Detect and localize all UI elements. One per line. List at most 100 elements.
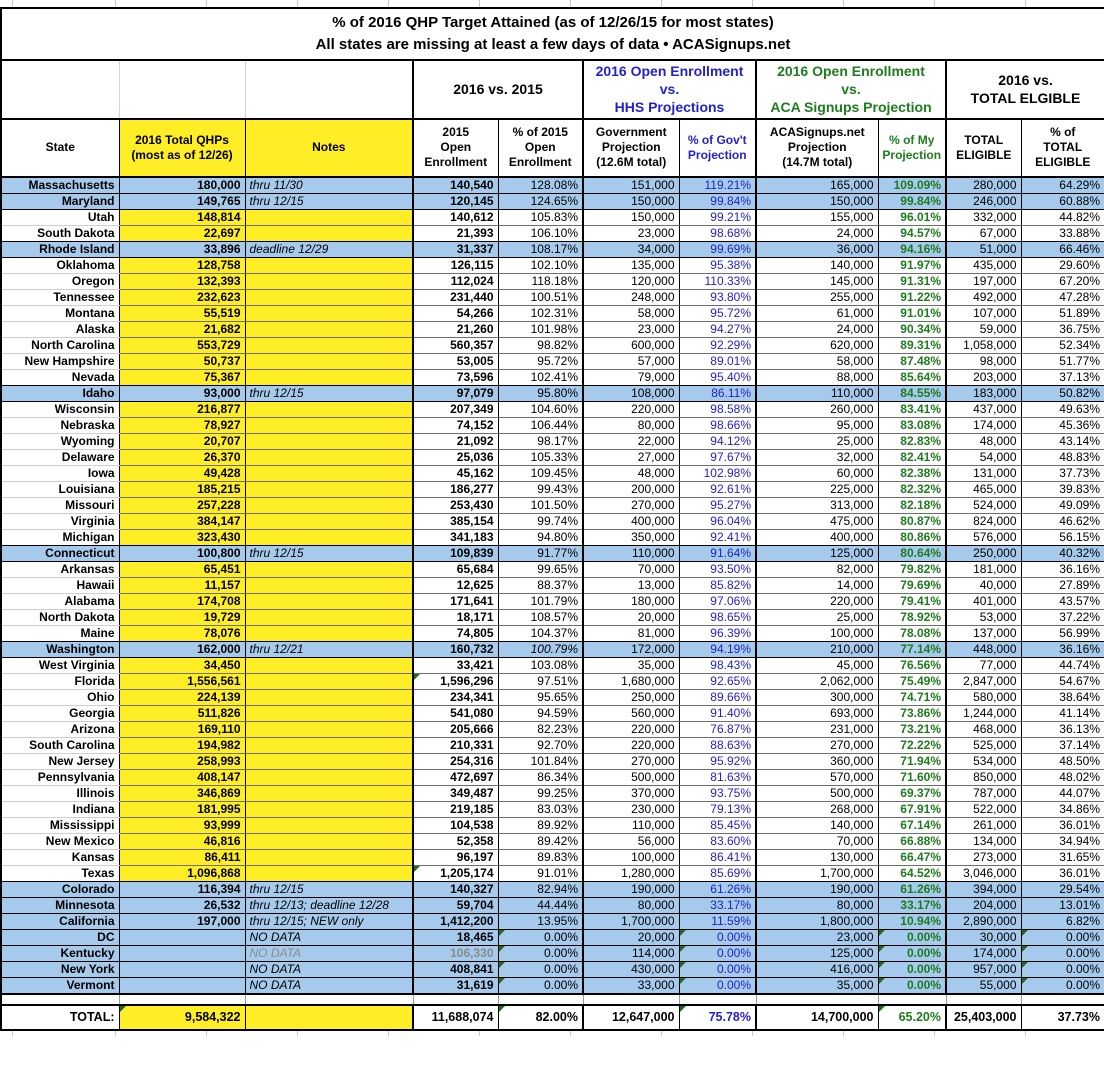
cell-elig[interactable]: 197,000 [946,273,1022,290]
cell-acas[interactable]: 35,000 [756,977,879,995]
cell-pctgov[interactable]: 0.00% [679,929,757,946]
cell-oe2015[interactable]: 472,697 [413,769,499,786]
cell-pctmy[interactable]: 89.31% [878,337,947,354]
cell-pctgov[interactable]: 95.92% [679,753,757,770]
cell-state[interactable]: Rhode Island [1,241,120,258]
total-cell-pctmy[interactable]: 65.20% [878,1003,947,1031]
cell-pctelig[interactable]: 43.14% [1021,433,1104,450]
cell-qhp[interactable]: 169,110 [119,721,246,738]
cell-state[interactable]: Utah [1,209,120,226]
cell-pctgov[interactable]: 79.13% [679,801,757,818]
cell-pctmy[interactable]: 61.26% [878,881,947,898]
cell-pctmy[interactable]: 94.16% [878,241,947,258]
cell-pctelig[interactable]: 29.60% [1021,257,1104,274]
cell-state[interactable]: Mississippi [1,817,120,834]
cell-qhp[interactable]: 116,394 [119,881,246,898]
cell-elig[interactable]: 137,000 [946,625,1022,642]
cell-pct2015[interactable]: 91.77% [498,545,584,562]
cell-state[interactable]: Arizona [1,721,120,738]
cell-note[interactable] [245,401,414,418]
cell-note[interactable] [245,609,414,626]
cell-elig[interactable]: 98,000 [946,353,1022,370]
cell-pctgov[interactable]: 91.64% [679,545,757,562]
cell-pctmy[interactable]: 82.41% [878,449,947,466]
total-cell-oe2015[interactable]: 11,688,074 [413,1003,499,1031]
cell-gov[interactable]: 100,000 [583,849,680,866]
header-government-projection[interactable]: Government Projection (12.6M total) [582,118,680,178]
cell-pctmy[interactable]: 96.01% [878,209,947,226]
cell-qhp[interactable]: 75,367 [119,369,246,386]
header-pct-of-govt-projection[interactable]: % of Gov't Projection [678,118,757,178]
cell-gov[interactable]: 560,000 [583,705,680,722]
cell-pct2015[interactable]: 89.83% [498,849,584,866]
cell-state[interactable]: Washington [1,641,120,658]
cell-pct2015[interactable]: 95.65% [498,689,584,706]
cell-pctmy[interactable]: 82.83% [878,433,947,450]
cell-oe2015[interactable]: 74,152 [413,417,499,434]
sheet-title[interactable]: % of 2016 QHP Target Attained (as of 12/… [0,7,1104,61]
cell-oe2015[interactable]: 54,266 [413,305,499,322]
cell-elig[interactable]: 525,000 [946,737,1022,754]
cell-qhp[interactable]: 162,000 [119,641,246,658]
cell-pctmy[interactable]: 85.64% [878,369,947,386]
cell-gov[interactable]: 80,000 [583,897,680,914]
cell-gov[interactable]: 23,000 [583,321,680,338]
cell-pctmy[interactable]: 79.69% [878,577,947,594]
cell-qhp[interactable]: 49,428 [119,465,246,482]
cell-oe2015[interactable]: 253,430 [413,497,499,514]
cell-pctgov[interactable]: 93.75% [679,785,757,802]
cell-state[interactable]: South Dakota [1,225,120,242]
cell-pct2015[interactable]: 108.17% [498,241,584,258]
cell-pctmy[interactable]: 67.14% [878,817,947,834]
cell-gov[interactable]: 220,000 [583,737,680,754]
cell-qhp[interactable]: 26,370 [119,449,246,466]
cell-gov[interactable]: 48,000 [583,465,680,482]
cell-oe2015[interactable]: 21,092 [413,433,499,450]
cell-pctmy[interactable]: 82.38% [878,465,947,482]
cell-state[interactable]: West Virginia [1,657,120,674]
cell-state[interactable]: Michigan [1,529,120,546]
cell-note[interactable] [245,721,414,738]
cell-note[interactable] [245,305,414,322]
cell-note[interactable] [245,353,414,370]
cell-state[interactable]: South Carolina [1,737,120,754]
cell-qhp[interactable]: 216,877 [119,401,246,418]
cell-qhp[interactable]: 384,147 [119,513,246,530]
cell-gov[interactable]: 1,700,000 [583,913,680,930]
cell-pct2015[interactable]: 101.98% [498,321,584,338]
cell-note[interactable] [245,417,414,434]
cell-pct2015[interactable]: 124.65% [498,193,584,210]
cell-pct2015[interactable]: 109.45% [498,465,584,482]
cell-oe2015[interactable]: 18,465 [413,929,499,946]
cell-note[interactable]: NO DATA [245,929,414,946]
cell-gov[interactable]: 1,680,000 [583,673,680,690]
cell-note[interactable] [245,209,414,226]
cell-pctelig[interactable]: 36.75% [1021,321,1104,338]
cell-gov[interactable]: 57,000 [583,353,680,370]
cell-note[interactable] [245,593,414,610]
cell-state[interactable]: Idaho [1,385,120,402]
cell-elig[interactable]: 534,000 [946,753,1022,770]
cell-acas[interactable]: 1,800,000 [756,913,879,930]
cell-pctelig[interactable]: 44.82% [1021,209,1104,226]
cell-elig[interactable]: 824,000 [946,513,1022,530]
band-hhs-projections[interactable]: 2016 Open Enrollment vs. HHS Projections [582,60,757,120]
cell-pctelig[interactable]: 36.16% [1021,561,1104,578]
cell-state[interactable]: Massachusetts [1,176,120,194]
cell-elig[interactable]: 3,046,000 [946,865,1022,882]
cell-pctelig[interactable]: 44.74% [1021,657,1104,674]
cell-acas[interactable]: 125,000 [756,545,879,562]
cell-acas[interactable]: 100,000 [756,625,879,642]
cell-pctmy[interactable]: 83.41% [878,401,947,418]
cell-acas[interactable]: 400,000 [756,529,879,546]
cell-note[interactable] [245,577,414,594]
cell-pctelig[interactable]: 41.14% [1021,705,1104,722]
cell-note[interactable] [245,465,414,482]
cell-elig[interactable]: 435,000 [946,257,1022,274]
band-2016-vs-2015[interactable]: 2016 vs. 2015 [412,60,584,120]
cell-gov[interactable]: 135,000 [583,257,680,274]
cell-pctmy[interactable]: 91.22% [878,289,947,306]
cell-elig[interactable]: 203,000 [946,369,1022,386]
band-empty-qhp[interactable] [119,60,246,120]
cell-gov[interactable]: 350,000 [583,529,680,546]
